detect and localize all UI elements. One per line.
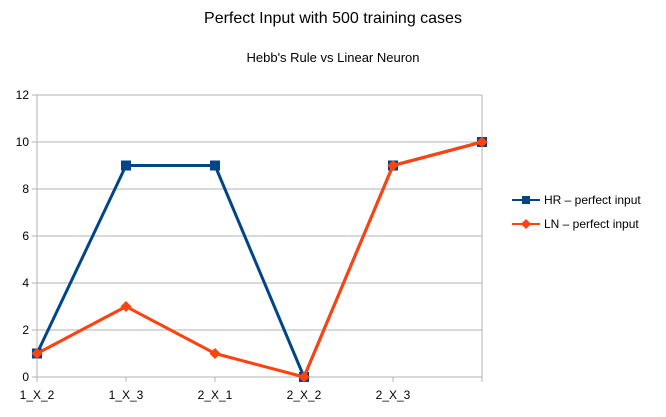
- data-point-ln: [120, 301, 132, 312]
- data-point-ln: [476, 136, 488, 148]
- data-point-ln: [387, 160, 399, 171]
- y-tick-label: 2: [22, 323, 29, 337]
- x-tick-label: 2_X_2: [287, 388, 322, 402]
- data-point-hr: [121, 160, 131, 171]
- y-tick-label: 4: [22, 276, 29, 290]
- data-point-ln: [31, 348, 43, 359]
- y-tick-label: 6: [22, 229, 29, 243]
- data-point-ln: [298, 371, 310, 383]
- chart-title: Perfect Input with 500 training cases: [204, 10, 462, 27]
- y-tick-label: 12: [16, 88, 30, 102]
- x-tick-label: 2_X_3: [376, 388, 411, 402]
- series-line-hr: [35, 140, 483, 379]
- y-tick-label: 8: [22, 182, 29, 196]
- x-tick-label: 1_X_3: [109, 388, 144, 402]
- legend-label-ln: LN – perfect input: [544, 217, 639, 231]
- x-tick-label: 2_X_1: [198, 388, 233, 402]
- x-tick-label: 1_X_2: [20, 388, 55, 402]
- legend-label-hr: HR – perfect input: [544, 193, 641, 207]
- series-line-ln: [36, 140, 483, 379]
- legend-square-marker-icon: [512, 196, 540, 204]
- legend-diamond-marker-icon: [512, 219, 540, 229]
- chart-subtitle: Hebb's Rule vs Linear Neuron: [246, 50, 420, 65]
- data-point-hr: [210, 160, 220, 171]
- y-tick-label: 10: [16, 135, 30, 149]
- data-point-ln: [209, 348, 221, 359]
- y-tick-label: 0: [22, 370, 29, 384]
